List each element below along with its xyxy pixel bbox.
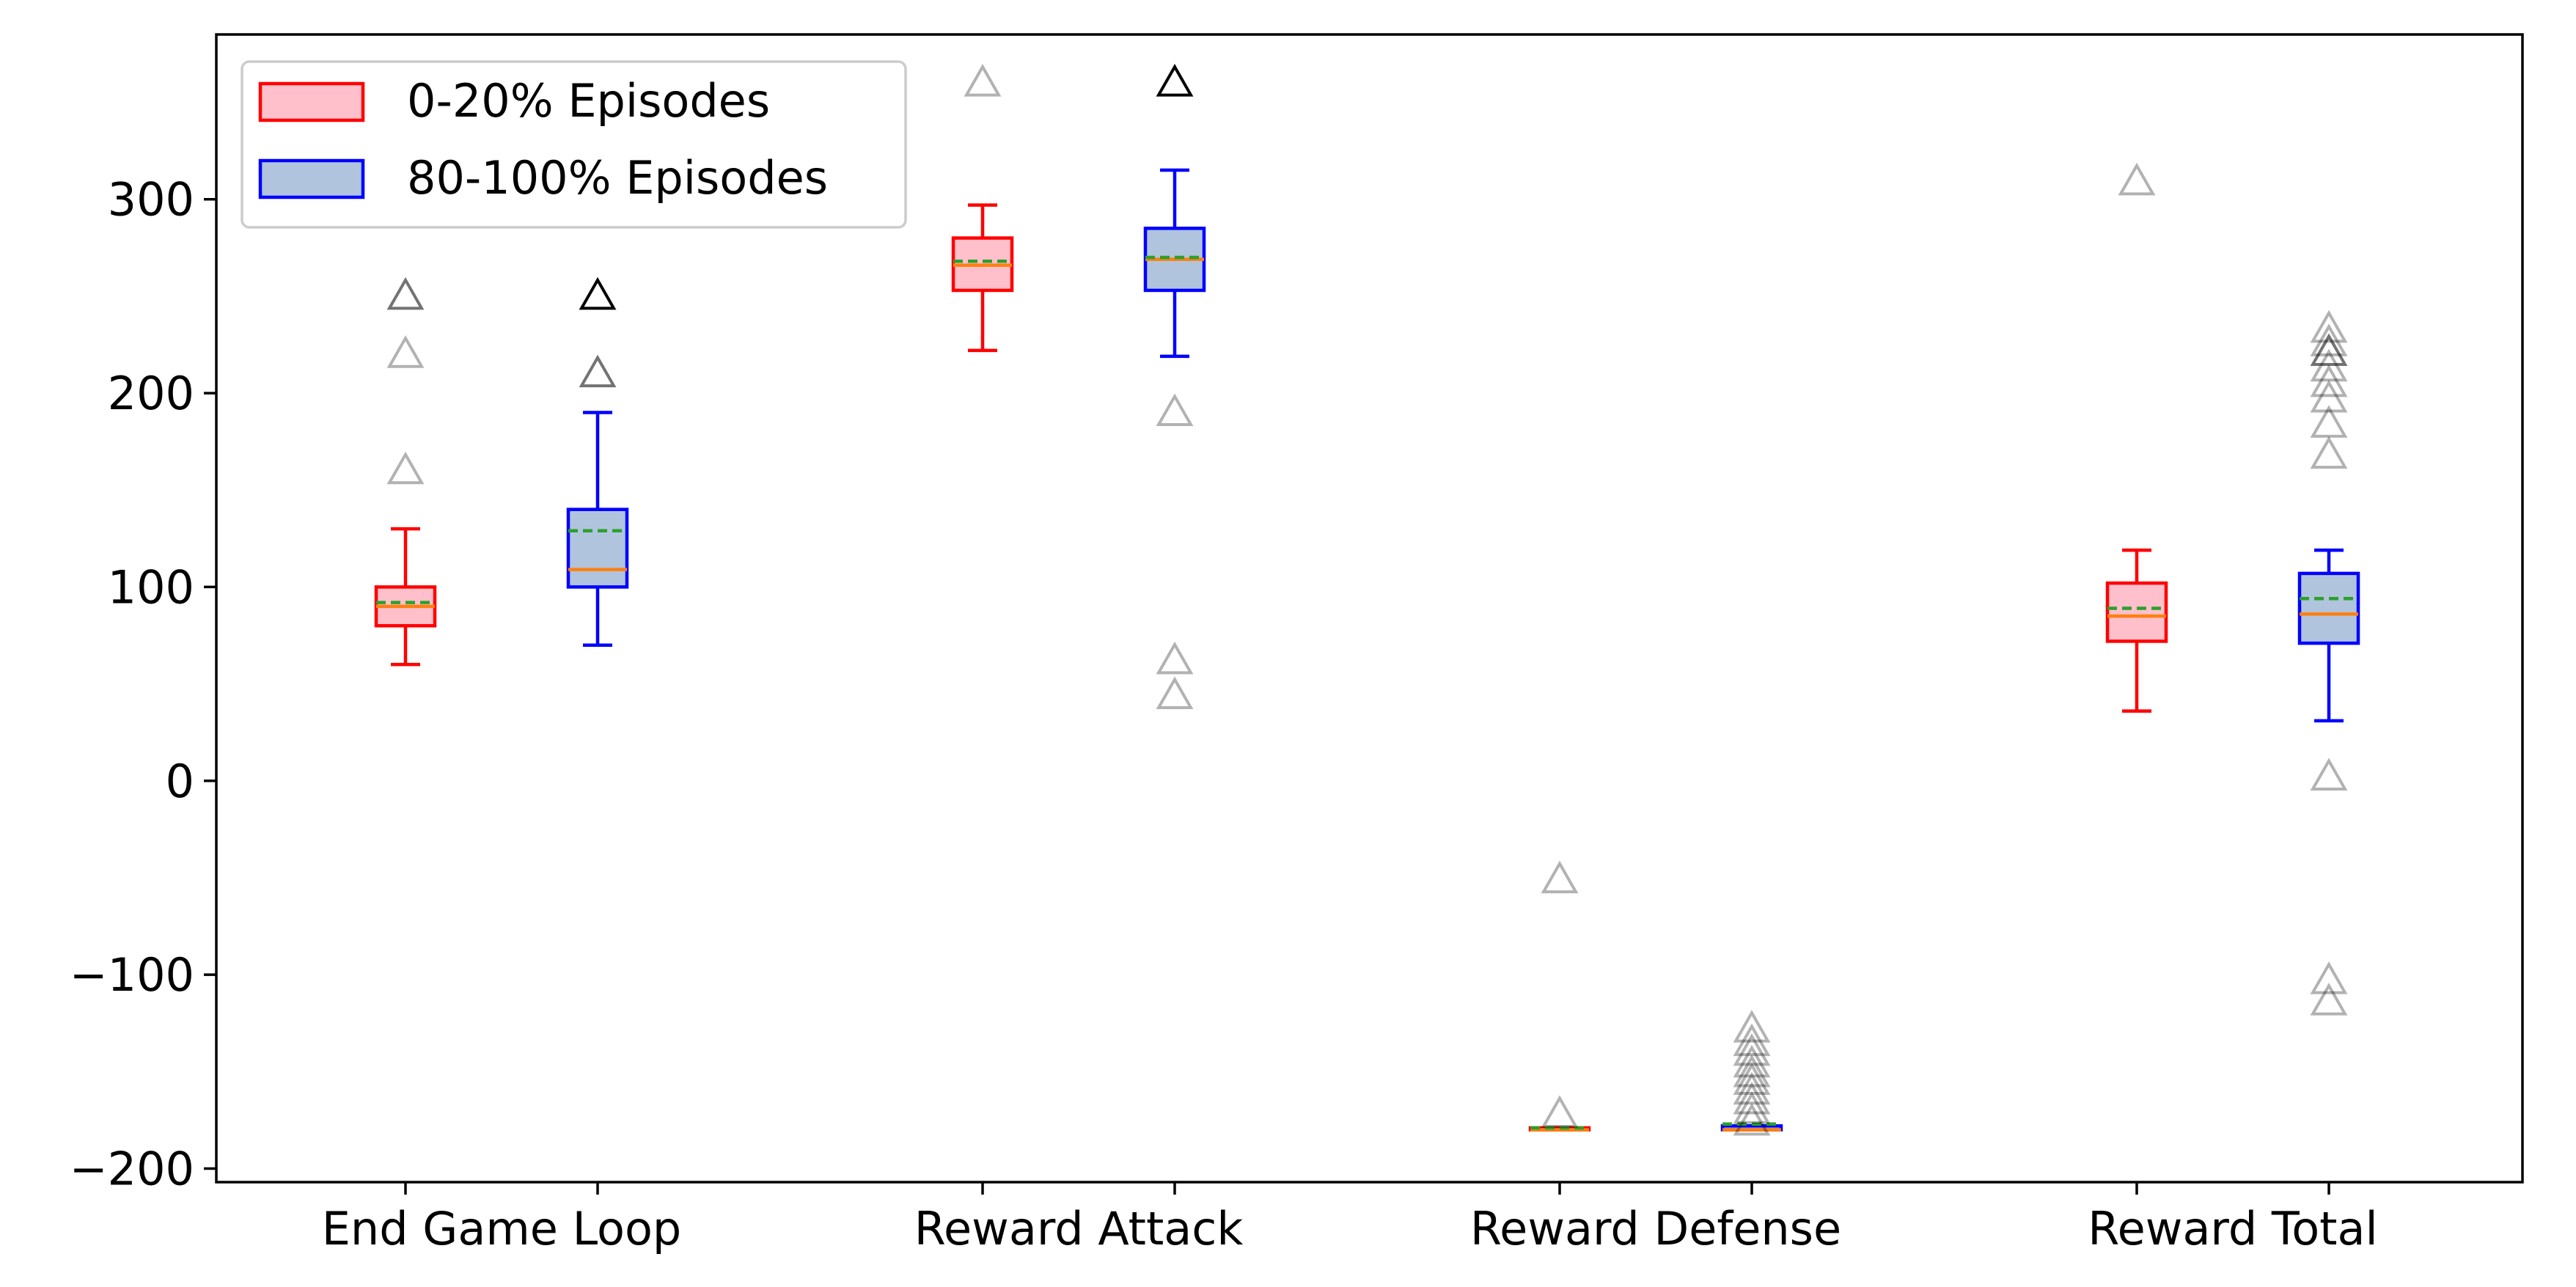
outlier-marker xyxy=(2310,364,2348,397)
legend-label: 0-20% Episodes xyxy=(407,74,770,128)
box-1-2 xyxy=(951,64,1014,353)
y-tick-label: 100 xyxy=(108,560,194,614)
outlier-marker xyxy=(1156,676,1194,709)
outlier-marker xyxy=(1733,1054,1771,1088)
y-tick-label: −100 xyxy=(70,948,194,1002)
box-1-1 xyxy=(374,276,437,667)
y-tick-label: 0 xyxy=(166,755,194,808)
box-body xyxy=(566,507,629,589)
outlier-marker xyxy=(2310,405,2348,438)
outlier-marker xyxy=(1156,64,1194,97)
box-1-3 xyxy=(1528,860,1591,1132)
box-2-3 xyxy=(1720,1010,1783,1136)
outlier-marker xyxy=(386,451,425,485)
box-body xyxy=(2105,581,2168,643)
outlier-marker xyxy=(579,276,617,310)
outlier-marker xyxy=(2310,333,2348,367)
y-tick-label: 300 xyxy=(108,173,194,227)
legend-label: 80-100% Episodes xyxy=(407,151,828,205)
legend-swatch xyxy=(258,158,365,199)
outlier-marker xyxy=(1733,1010,1771,1043)
outlier-marker xyxy=(2310,983,2348,1016)
outlier-marker xyxy=(2310,379,2348,413)
outlier-marker xyxy=(1156,393,1194,426)
x-tick-label: Reward Attack xyxy=(914,1202,1244,1255)
outlier-marker xyxy=(2118,162,2156,196)
box-body xyxy=(2297,571,2360,645)
outlier-marker xyxy=(1733,1081,1771,1115)
legend-swatch xyxy=(258,81,365,122)
box-2-4 xyxy=(2297,309,2360,1016)
axes-frame xyxy=(215,33,2524,1184)
outlier-marker xyxy=(1541,860,1579,894)
outlier-marker xyxy=(1733,1103,1771,1136)
y-tick-label: −200 xyxy=(70,1142,194,1195)
outlier-marker xyxy=(386,335,425,368)
outlier-marker xyxy=(1541,1095,1579,1128)
outlier-marker xyxy=(2310,758,2348,791)
outlier-marker xyxy=(1733,1023,1771,1057)
outlier-marker xyxy=(386,276,425,310)
box-1-4 xyxy=(2105,162,2168,713)
outlier-marker xyxy=(1733,1044,1771,1078)
outlier-marker xyxy=(2310,436,2348,469)
legend: 0-20% Episodes 80-100% Episodes xyxy=(241,60,907,229)
box-2-2 xyxy=(1143,64,1206,709)
y-tick-label: 200 xyxy=(108,367,194,420)
x-tick-label: Reward Total xyxy=(2088,1202,2377,1255)
outlier-marker xyxy=(1733,1033,1771,1066)
outlier-marker xyxy=(1733,1091,1771,1124)
x-tick-label: End Game Loop xyxy=(322,1202,682,1255)
outlier-marker xyxy=(2310,323,2348,356)
outlier-marker xyxy=(964,64,1002,97)
outlier-marker xyxy=(2310,961,2348,994)
outlier-marker xyxy=(2310,309,2348,343)
box-2-1 xyxy=(566,276,629,647)
outlier-marker xyxy=(2310,348,2348,382)
plot-area xyxy=(374,64,2360,1136)
outlier-marker xyxy=(1733,1071,1771,1105)
x-tick-label: Reward Defense xyxy=(1470,1202,1841,1255)
outlier-marker xyxy=(1733,1062,1771,1096)
outlier-marker xyxy=(1156,641,1194,675)
legend-frame xyxy=(241,60,907,229)
axes: 300 200 100 0 −100 −200 End Game Loop Reward At… xyxy=(70,173,2378,1255)
outlier-marker xyxy=(579,354,617,388)
